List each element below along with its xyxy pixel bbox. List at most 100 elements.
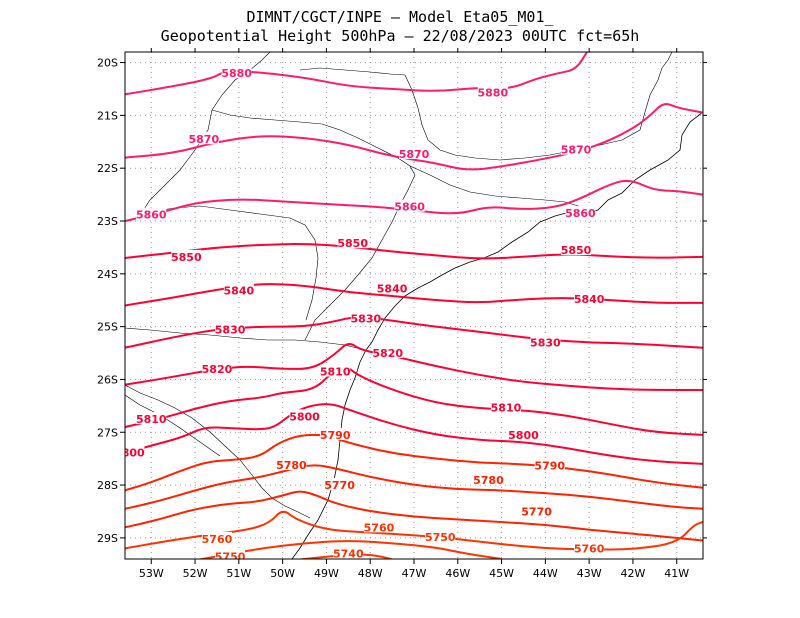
contour-label-5750: 5750 <box>425 531 456 544</box>
coastline <box>291 111 703 559</box>
lon-tick-label: 49W <box>314 567 339 580</box>
contour-label-5800: 5800 <box>114 446 145 459</box>
lat-tick-label: 21S <box>97 109 118 122</box>
contour-label-bg <box>372 346 403 359</box>
contour-label-bg <box>337 236 368 249</box>
contour-label-bg <box>490 400 521 413</box>
contour-5860 <box>125 179 703 222</box>
contour-5770 <box>125 490 703 542</box>
lat-tick-label: 28S <box>97 479 118 492</box>
lat-tick-label: 27S <box>97 426 118 439</box>
contour-label-bg <box>289 409 320 422</box>
state-border <box>147 205 319 321</box>
lon-tick-label: 48W <box>358 567 383 580</box>
contour-5780 <box>125 464 703 510</box>
contour-label-5770: 5770 <box>324 479 355 492</box>
coastline-and-borders <box>125 52 703 559</box>
contour-label-bg <box>223 283 254 296</box>
contour-label-5770: 5770 <box>521 505 552 518</box>
contour-label-bg <box>565 206 596 219</box>
contour-label-bg <box>530 335 561 348</box>
contour-label-5820: 5820 <box>372 347 403 360</box>
lat-tick-label: 26S <box>97 373 118 386</box>
contour-labels: 5880 5880 5870 5870 5870 5860 5860 5860 5850 5850… <box>114 66 605 563</box>
contour-5880 <box>125 52 588 96</box>
lon-tick-label: 53W <box>139 567 164 580</box>
contour-label-5810: 5810 <box>320 366 351 379</box>
lon-tick-label: 51W <box>226 567 251 580</box>
contour-label-5780: 5780 <box>473 474 504 487</box>
contour-5750 <box>196 540 502 559</box>
contour-label-bg <box>574 541 605 554</box>
contour-label-bg <box>188 132 219 145</box>
lat-tick-label: 22S <box>97 162 118 175</box>
contour-label-5790: 5790 <box>534 460 565 473</box>
contour-label-bg <box>534 458 565 471</box>
state-border <box>137 52 271 219</box>
contour-label-5750: 5750 <box>215 550 246 563</box>
lon-tick-label: 52W <box>183 567 208 580</box>
map-title-line2: Geopotential Height 500hPa – 22/08/2023 … <box>160 27 640 45</box>
lat-tick-label: 25S <box>97 321 118 334</box>
lat-tick-label: 24S <box>97 268 118 281</box>
contour-label-5800: 5800 <box>289 410 320 423</box>
contour-label-5870: 5870 <box>189 133 220 146</box>
contour-label-bg <box>363 520 394 533</box>
contour-label-5860: 5860 <box>565 207 596 220</box>
contour-label-bg <box>320 364 351 377</box>
contour-label-bg <box>201 531 232 544</box>
contour-label-bg <box>324 478 355 491</box>
contour-label-5880: 5880 <box>221 67 252 80</box>
contour-label-bg <box>394 199 425 212</box>
contour-label-bg <box>561 142 592 155</box>
contour-label-5840: 5840 <box>224 285 255 298</box>
contour-label-5840: 5840 <box>574 293 605 306</box>
lon-tick-label: 45W <box>489 567 514 580</box>
contour-label-5860: 5860 <box>136 209 167 222</box>
lon-tick-label: 43W <box>577 567 602 580</box>
contour-label-bg <box>221 66 252 79</box>
contour-label-5820: 5820 <box>202 363 233 376</box>
contour-label-5850: 5850 <box>171 251 202 264</box>
contour-label-5880: 5880 <box>478 87 509 100</box>
contour-label-bg <box>215 322 246 335</box>
contour-label-5830: 5830 <box>530 336 561 349</box>
contour-label-bg <box>215 549 246 559</box>
contour-label-bg <box>508 427 539 440</box>
contour-label-bg <box>333 546 364 559</box>
contour-label-5850: 5850 <box>561 244 592 257</box>
contour-label-5840: 5840 <box>377 283 408 296</box>
contour-label-5740: 5740 <box>333 548 364 561</box>
map-title-line1: DIMNT/CGCT/INPE – Model Eta05_M01_ <box>246 8 554 26</box>
contour-label-bg <box>276 457 307 470</box>
contour-label-bg <box>350 311 381 324</box>
contour-label-bg <box>561 243 592 256</box>
contour-5870 <box>125 103 703 171</box>
contour-label-5760: 5760 <box>574 542 605 555</box>
contour-label-bg <box>201 361 232 374</box>
state-border <box>125 384 311 519</box>
contour-label-bg <box>574 292 605 305</box>
contour-label-5870: 5870 <box>561 144 592 157</box>
contour-label-5870: 5870 <box>399 148 430 161</box>
contour-label-5810: 5810 <box>491 401 522 414</box>
contour-label-bg <box>477 85 508 98</box>
lon-tick-label: 50W <box>270 567 295 580</box>
contour-5800 <box>125 403 703 465</box>
contour-label-bg <box>171 249 202 262</box>
contour-label-bg <box>521 504 552 517</box>
contour-label-bg <box>136 412 167 425</box>
contour-label-bg <box>136 207 167 220</box>
state-border <box>299 67 406 76</box>
state-border <box>409 165 586 209</box>
contour-label-5830: 5830 <box>351 313 382 326</box>
contour-label-5790: 5790 <box>320 429 351 442</box>
contour-label-bg <box>473 472 504 485</box>
contour-label-5850: 5850 <box>337 237 368 250</box>
state-border <box>125 394 221 457</box>
lon-tick-label: 47W <box>402 567 427 580</box>
state-border <box>639 52 673 131</box>
contour-label-bg <box>125 445 145 458</box>
contour-label-5830: 5830 <box>215 323 246 336</box>
contour-label-bg <box>399 146 429 159</box>
